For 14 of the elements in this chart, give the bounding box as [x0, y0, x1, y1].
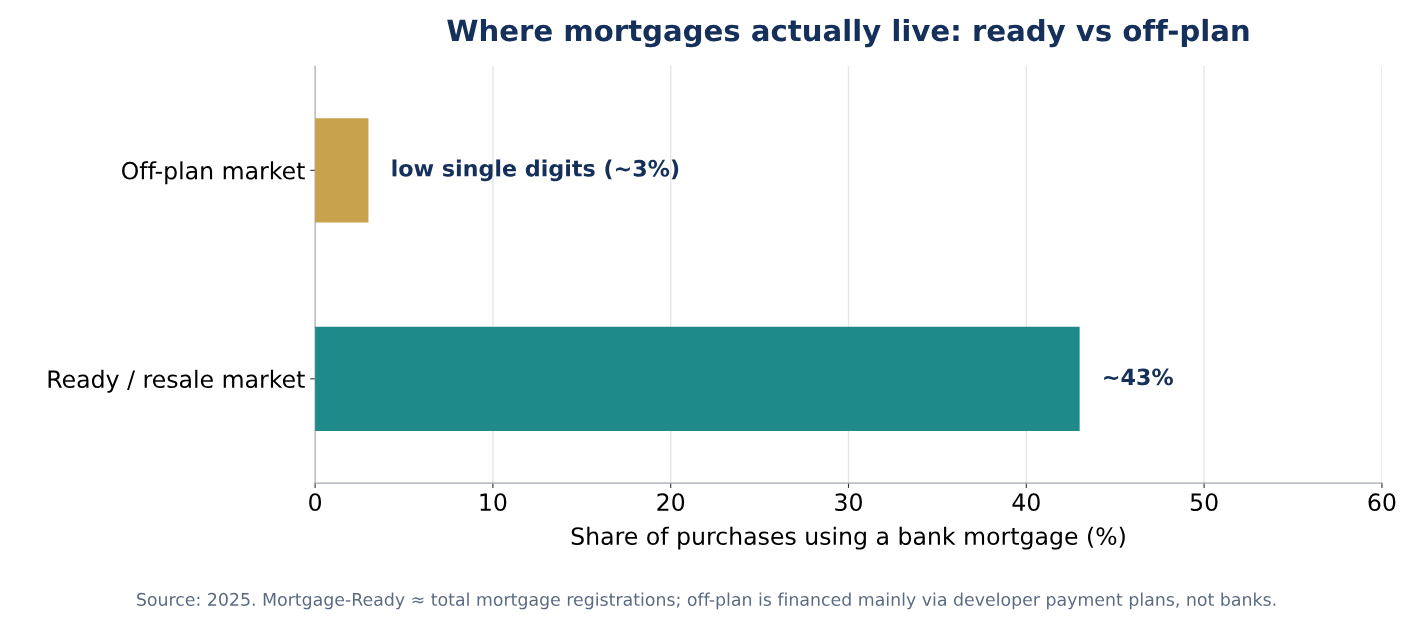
- x-tick-label: 20: [657, 493, 685, 512]
- x-tick-label: 0: [309, 493, 322, 512]
- x-tick-label: 10: [480, 493, 507, 512]
- chart-title: Where mortgages actually live: ready vs off-plan: [447, 18, 1249, 48]
- x-axis-title: Share of purchases using a bank mortgage (%): [571, 526, 1125, 550]
- data-label: low single digits (~3%): [392, 159, 679, 182]
- y-tick-label: Ready / resale market: [48, 369, 305, 393]
- source-note: Source: 2025. Mortgage-Ready ≈ total mortgage registrations; off-plan is financed mainly via developer payment plans, not banks.: [137, 592, 1276, 610]
- x-tick-label: 40: [1012, 493, 1040, 512]
- data-label: ~43%: [1104, 368, 1173, 386]
- x-tick-label: 60: [1368, 493, 1396, 512]
- y-tick-label: Off-plan market: [122, 161, 305, 185]
- x-tick-label: 30: [835, 493, 862, 512]
- x-tick-label: 50: [1190, 493, 1218, 512]
